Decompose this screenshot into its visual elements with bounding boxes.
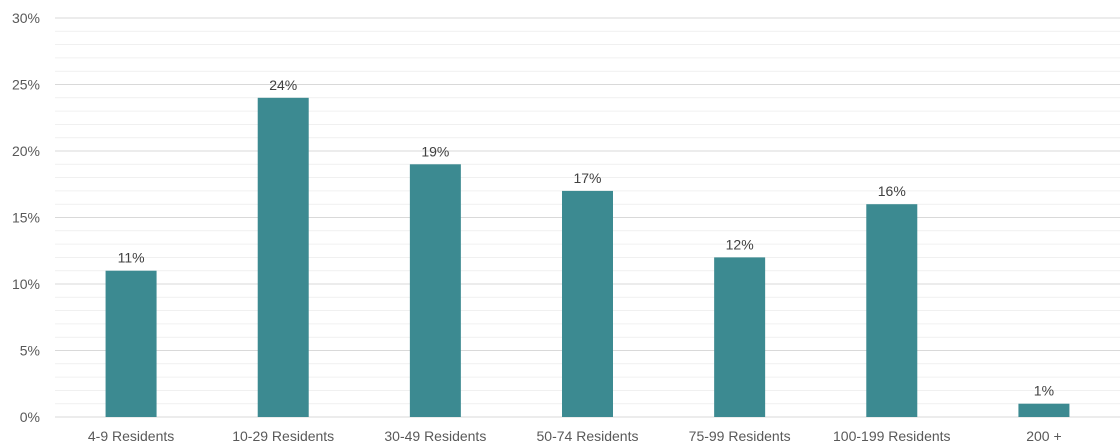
data-label: 24% bbox=[269, 77, 297, 93]
x-tick-label: 4-9 Residents bbox=[88, 428, 174, 443]
data-label: 12% bbox=[726, 236, 754, 252]
y-tick-label: 15% bbox=[12, 210, 40, 226]
data-label: 11% bbox=[118, 250, 145, 266]
y-tick-label: 0% bbox=[20, 409, 40, 425]
data-label: 17% bbox=[573, 170, 601, 186]
x-tick-label: 30-49 Residents bbox=[384, 428, 486, 443]
data-label: 19% bbox=[421, 143, 449, 159]
y-tick-label: 5% bbox=[20, 343, 40, 359]
bar bbox=[409, 164, 461, 417]
x-tick-label: 10-29 Residents bbox=[232, 428, 334, 443]
y-tick-label: 10% bbox=[12, 276, 40, 292]
bar bbox=[866, 204, 918, 417]
bars bbox=[105, 97, 1070, 418]
x-tick-label: 50-74 Residents bbox=[537, 428, 639, 443]
y-tick-label: 30% bbox=[12, 10, 40, 26]
data-labels: 11% 24% 19% 17% 12% 16% 1% bbox=[118, 77, 1054, 399]
y-axis-tick-labels: 0% 5% 10% 15% 20% 25% 30% bbox=[12, 10, 40, 425]
x-tick-label: 200 + bbox=[1026, 428, 1061, 443]
bar bbox=[714, 257, 766, 417]
y-tick-label: 25% bbox=[12, 77, 40, 93]
x-axis-tick-labels: 4-9 Residents 10-29 Residents 30-49 Reside… bbox=[88, 428, 1062, 443]
bar bbox=[105, 270, 157, 417]
bar bbox=[562, 190, 613, 417]
x-tick-label: 100-199 Residents bbox=[833, 428, 951, 443]
x-tick-label: 75-99 Residents bbox=[689, 428, 791, 443]
bar bbox=[1018, 403, 1070, 417]
data-label: 16% bbox=[878, 183, 906, 199]
bar bbox=[257, 97, 309, 418]
data-label: 1% bbox=[1034, 383, 1054, 399]
y-tick-label: 20% bbox=[12, 143, 40, 159]
